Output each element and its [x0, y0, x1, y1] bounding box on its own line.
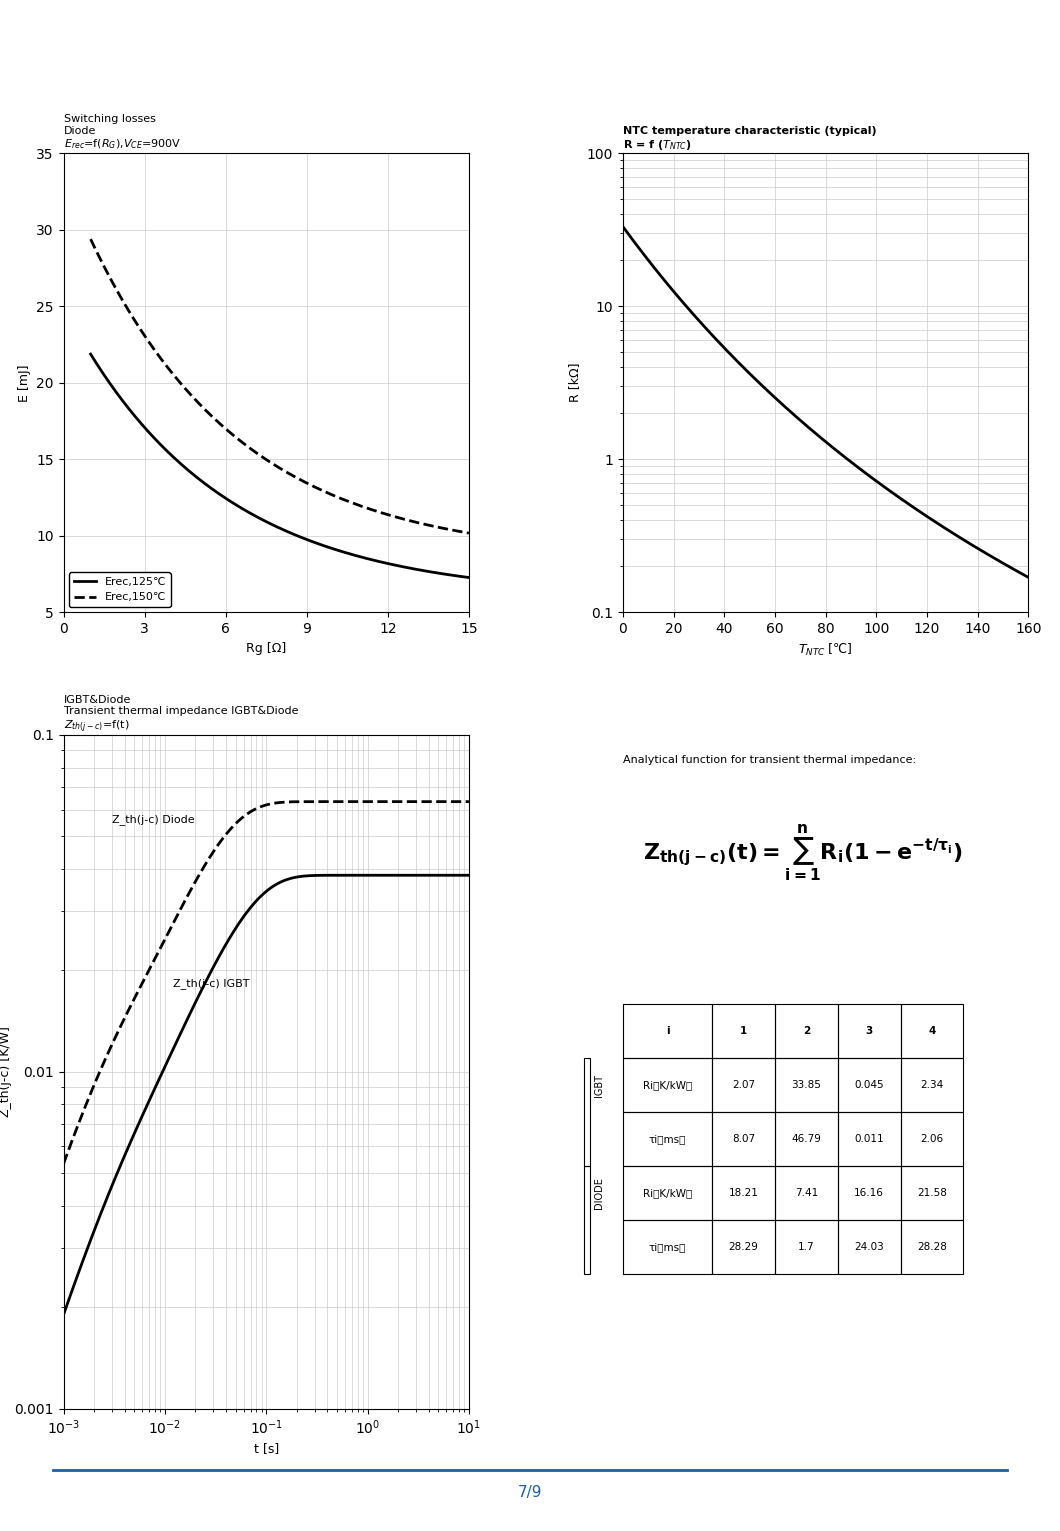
Text: Ri（K/kW）: Ri（K/kW）	[642, 1081, 692, 1090]
Bar	[901, 1004, 964, 1058]
Text: 33.85: 33.85	[792, 1081, 822, 1090]
Text: 28.29: 28.29	[728, 1242, 758, 1252]
Text: 1: 1	[740, 1026, 747, 1036]
X-axis label: t [s]: t [s]	[253, 1442, 279, 1456]
Text: 4: 4	[929, 1026, 936, 1036]
Text: DIODE: DIODE	[594, 1177, 603, 1209]
Y-axis label: E [mJ]: E [mJ]	[18, 364, 31, 401]
Bar	[623, 1058, 712, 1112]
Text: 8.07: 8.07	[731, 1134, 755, 1144]
Text: 24.03: 24.03	[854, 1242, 884, 1252]
Text: Switching losses
Diode
$E_{rec}$=f($R_G$),$V_{CE}$=900V: Switching losses Diode $E_{rec}$=f($R_G$…	[64, 115, 181, 152]
Text: IGBT&Diode
Transient thermal impedance IGBT&Diode
$Z_{th(j-c)}$=f(t): IGBT&Diode Transient thermal impedance I…	[64, 695, 298, 735]
Text: Z_th(j-c) IGBT: Z_th(j-c) IGBT	[173, 978, 249, 989]
Bar	[712, 1220, 775, 1274]
Text: 7.41: 7.41	[795, 1188, 818, 1197]
Bar	[837, 1220, 901, 1274]
Y-axis label: Z_th(j-c) [K/W]: Z_th(j-c) [K/W]	[0, 1026, 12, 1118]
Text: NTC temperature characteristic (typical)
R = f ($T_{NTC}$): NTC temperature characteristic (typical)…	[623, 126, 877, 152]
Bar	[584, 1058, 590, 1167]
Text: Z_th(j-c) Diode: Z_th(j-c) Diode	[112, 814, 195, 825]
Text: 28.28: 28.28	[917, 1242, 947, 1252]
Text: 2.06: 2.06	[920, 1134, 943, 1144]
Text: Analytical function for transient thermal impedance:: Analytical function for transient therma…	[623, 755, 916, 766]
Bar	[837, 1112, 901, 1167]
Legend: Erec,125℃, Erec,150℃: Erec,125℃, Erec,150℃	[69, 573, 171, 606]
Bar	[712, 1004, 775, 1058]
Text: 2.34: 2.34	[920, 1081, 943, 1090]
Bar	[901, 1220, 964, 1274]
Bar	[775, 1112, 837, 1167]
Bar	[901, 1167, 964, 1220]
Bar	[623, 1220, 712, 1274]
Text: 2.07: 2.07	[731, 1081, 755, 1090]
Bar	[623, 1112, 712, 1167]
Bar	[901, 1058, 964, 1112]
Bar	[837, 1167, 901, 1220]
Bar	[712, 1167, 775, 1220]
Text: 0.011: 0.011	[854, 1134, 884, 1144]
Text: 7/9: 7/9	[517, 1485, 543, 1500]
Text: 18.21: 18.21	[728, 1188, 758, 1197]
Text: 3: 3	[866, 1026, 872, 1036]
Y-axis label: R [kΩ]: R [kΩ]	[568, 363, 581, 403]
Text: 0.045: 0.045	[854, 1081, 884, 1090]
Text: 2: 2	[802, 1026, 810, 1036]
Text: $\mathbf{Z_{th(j-c)}(t) = \sum_{i=1}^{n} R_i(1-e^{-t/\tau_i})}$: $\mathbf{Z_{th(j-c)}(t) = \sum_{i=1}^{n}…	[643, 822, 962, 883]
Text: τi（ms）: τi（ms）	[649, 1134, 686, 1144]
Bar	[775, 1058, 837, 1112]
Bar	[775, 1220, 837, 1274]
Bar	[584, 1167, 590, 1274]
Text: i: i	[666, 1026, 669, 1036]
X-axis label: $T_{NTC}$ [℃]: $T_{NTC}$ [℃]	[798, 641, 853, 658]
Bar	[775, 1167, 837, 1220]
Bar	[712, 1058, 775, 1112]
Text: Ri（K/kW）: Ri（K/kW）	[642, 1188, 692, 1197]
Bar	[623, 1167, 712, 1220]
Text: IGBT: IGBT	[594, 1073, 603, 1096]
X-axis label: Rg [Ω]: Rg [Ω]	[246, 641, 286, 655]
Bar	[837, 1058, 901, 1112]
Bar	[623, 1004, 712, 1058]
Text: 46.79: 46.79	[792, 1134, 822, 1144]
Text: τi（ms）: τi（ms）	[649, 1242, 686, 1252]
Bar	[712, 1112, 775, 1167]
Text: 1.7: 1.7	[798, 1242, 815, 1252]
Text: 21.58: 21.58	[917, 1188, 947, 1197]
Bar	[775, 1004, 837, 1058]
Bar	[837, 1004, 901, 1058]
Bar	[901, 1112, 964, 1167]
Text: 16.16: 16.16	[854, 1188, 884, 1197]
